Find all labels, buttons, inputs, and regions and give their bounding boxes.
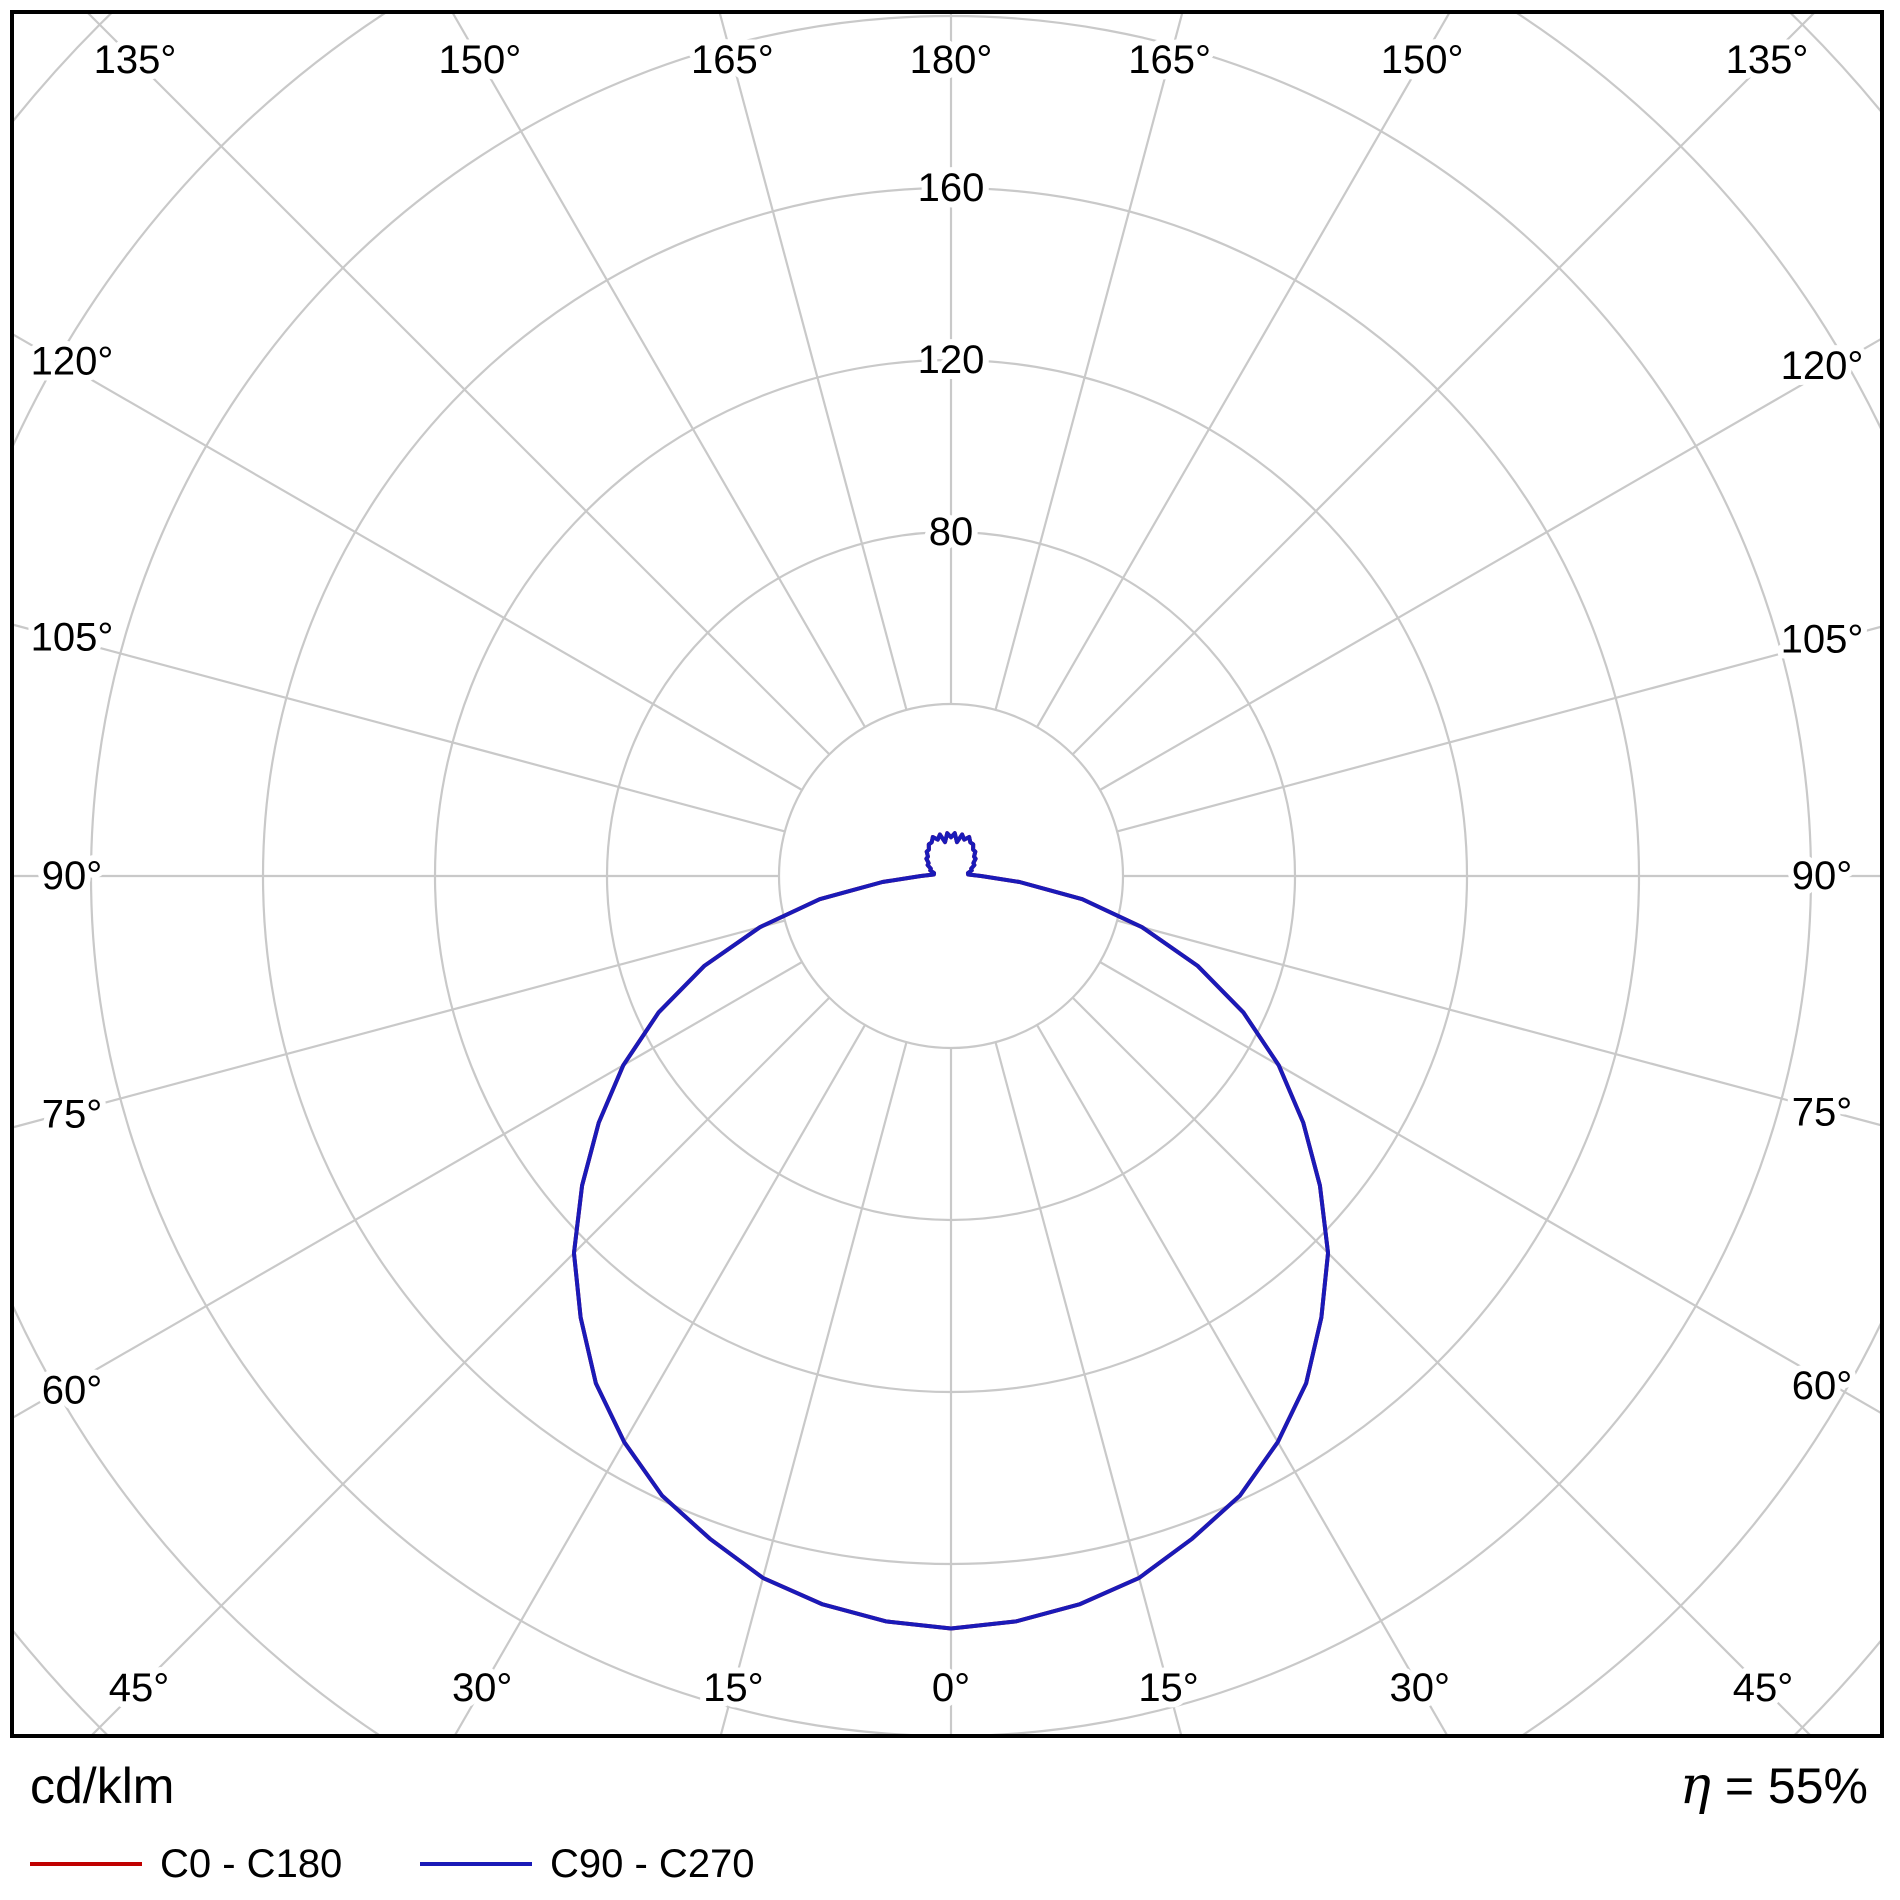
angle-label-15deg: 15° <box>1138 1666 1199 1710</box>
grid-spoke <box>14 333 803 791</box>
angle-label-90deg: 90° <box>42 854 103 898</box>
grid-spoke <box>87 14 831 756</box>
ring-label-160: 160 <box>918 166 985 210</box>
angle-label-165deg: 165° <box>1128 38 1211 82</box>
grid-spoke <box>14 919 786 1129</box>
angle-label-0deg: 0° <box>932 1666 970 1710</box>
polar-chart-svg: 80 120 160 0° 15° 30° 45° 60° 75° 90° 105° 120° 135°… <box>14 14 1880 1734</box>
angle-label-60deg: 60° <box>42 1368 103 1412</box>
angle-label-135deg: 135° <box>1726 38 1809 82</box>
curve-c90-c270 <box>571 831 1331 1631</box>
angle-label-60deg: 60° <box>1792 1364 1853 1408</box>
angle-label-120deg: 120° <box>1781 344 1864 388</box>
grid-spoke <box>1036 14 1450 728</box>
grid-ring-40 <box>777 702 1125 1050</box>
angle-label-135deg: 135° <box>94 38 177 82</box>
eta-value: = 55% <box>1710 1758 1868 1814</box>
legend-label-c0-c180: C0 - C180 <box>160 1841 343 1886</box>
unit-label: cd/klm <box>30 1758 175 1814</box>
angle-label-165deg: 165° <box>691 38 774 82</box>
grid-spoke <box>1116 919 1880 1127</box>
grid-spoke <box>1071 996 1811 1734</box>
angle-label-90deg: 90° <box>1792 854 1853 898</box>
grid-spoke <box>1071 14 1815 756</box>
angle-label-30deg: 30° <box>452 1666 513 1710</box>
grid-spoke <box>452 14 866 728</box>
angle-label-75deg: 75° <box>42 1093 103 1137</box>
grid-spoke <box>91 996 831 1734</box>
ring-label-80: 80 <box>929 510 974 554</box>
legend-item-c90-c270: C90 - C270 <box>420 1840 755 1888</box>
legend-item-c0-c180: C0 - C180 <box>30 1840 342 1888</box>
grid-spoke <box>454 1024 866 1734</box>
grid-spoke <box>1116 625 1880 833</box>
legend-label-c90-c270: C90 - C270 <box>550 1841 755 1886</box>
angle-label-45deg: 45° <box>109 1666 170 1710</box>
legend-swatch-blue <box>420 1862 532 1866</box>
angle-label-180deg: 180° <box>910 38 993 82</box>
grid-spoke <box>14 623 786 833</box>
polar-diagram-frame: 80 120 160 0° 15° 30° 45° 60° 75° 90° 105° 120° 135°… <box>10 10 1884 1738</box>
grid-spoke <box>994 14 1184 711</box>
angle-label-15deg: 15° <box>703 1666 764 1710</box>
angle-label-105deg: 105° <box>31 615 114 659</box>
angle-label-45deg: 45° <box>1733 1666 1794 1710</box>
eta-symbol: η <box>1679 1756 1711 1816</box>
grid-spoke <box>1099 338 1880 791</box>
efficiency-label: η = 55% <box>1680 1758 1868 1814</box>
angle-label-120deg: 120° <box>31 340 114 384</box>
grid-ring-280 <box>14 14 1880 1734</box>
polar-grid <box>14 14 1880 1734</box>
angle-label-75deg: 75° <box>1792 1091 1853 1135</box>
grid-spoke <box>1036 1024 1448 1734</box>
grid-spoke <box>994 1041 1183 1734</box>
legend-swatch-red <box>30 1862 142 1866</box>
angle-label-30deg: 30° <box>1390 1666 1451 1710</box>
angle-label-150deg: 150° <box>1381 38 1464 82</box>
grid-spoke <box>1099 961 1880 1414</box>
grid-ring-240 <box>14 14 1880 1734</box>
grid-spoke <box>14 961 803 1419</box>
grid-spoke <box>718 14 908 711</box>
angle-label-150deg: 150° <box>439 38 522 82</box>
angle-label-105deg: 105° <box>1781 617 1864 661</box>
grid-spoke <box>719 1041 908 1734</box>
ring-label-120: 120 <box>918 338 985 382</box>
